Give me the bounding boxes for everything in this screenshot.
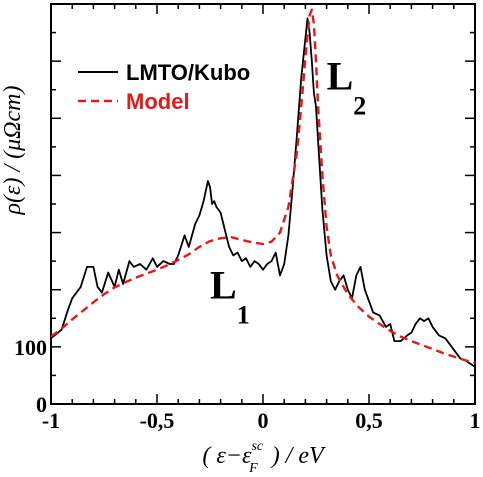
legend-label-lmto-kubo: LMTO/Kubo	[126, 60, 250, 85]
x-tick-label-2: 0	[258, 408, 269, 433]
y-tick-labels: 0 100	[14, 335, 47, 417]
x-tick-label-1: -0,5	[140, 408, 175, 433]
y-axis-label: ρ(ε) / (μΩcm)	[0, 85, 26, 215]
peak-annotation-l1: L1	[210, 262, 250, 329]
legend-label-model: Model	[126, 89, 190, 114]
plot-frame	[50, 3, 476, 405]
series-line-lmto-kubo	[50, 17, 476, 368]
x-tick-labels: -1 -0,5 0 0,5 1	[42, 408, 481, 433]
x-axis-label: (ε−εsc F) / eV	[202, 439, 326, 476]
x-tick-label-3: 0,5	[355, 408, 383, 433]
annotations: L1 L2	[210, 54, 366, 329]
axis-ticks	[50, 4, 476, 405]
legend: LMTO/Kubo Model	[78, 60, 250, 114]
series-line-model	[50, 8, 476, 365]
y-tick-label-1: 100	[14, 335, 47, 360]
x-tick-label-4: 1	[470, 408, 481, 433]
x-tick-label-0: -1	[42, 408, 60, 433]
y-tick-label-0: 0	[36, 392, 47, 417]
peak-annotation-l2: L2	[327, 54, 367, 121]
series-lines	[50, 8, 476, 368]
